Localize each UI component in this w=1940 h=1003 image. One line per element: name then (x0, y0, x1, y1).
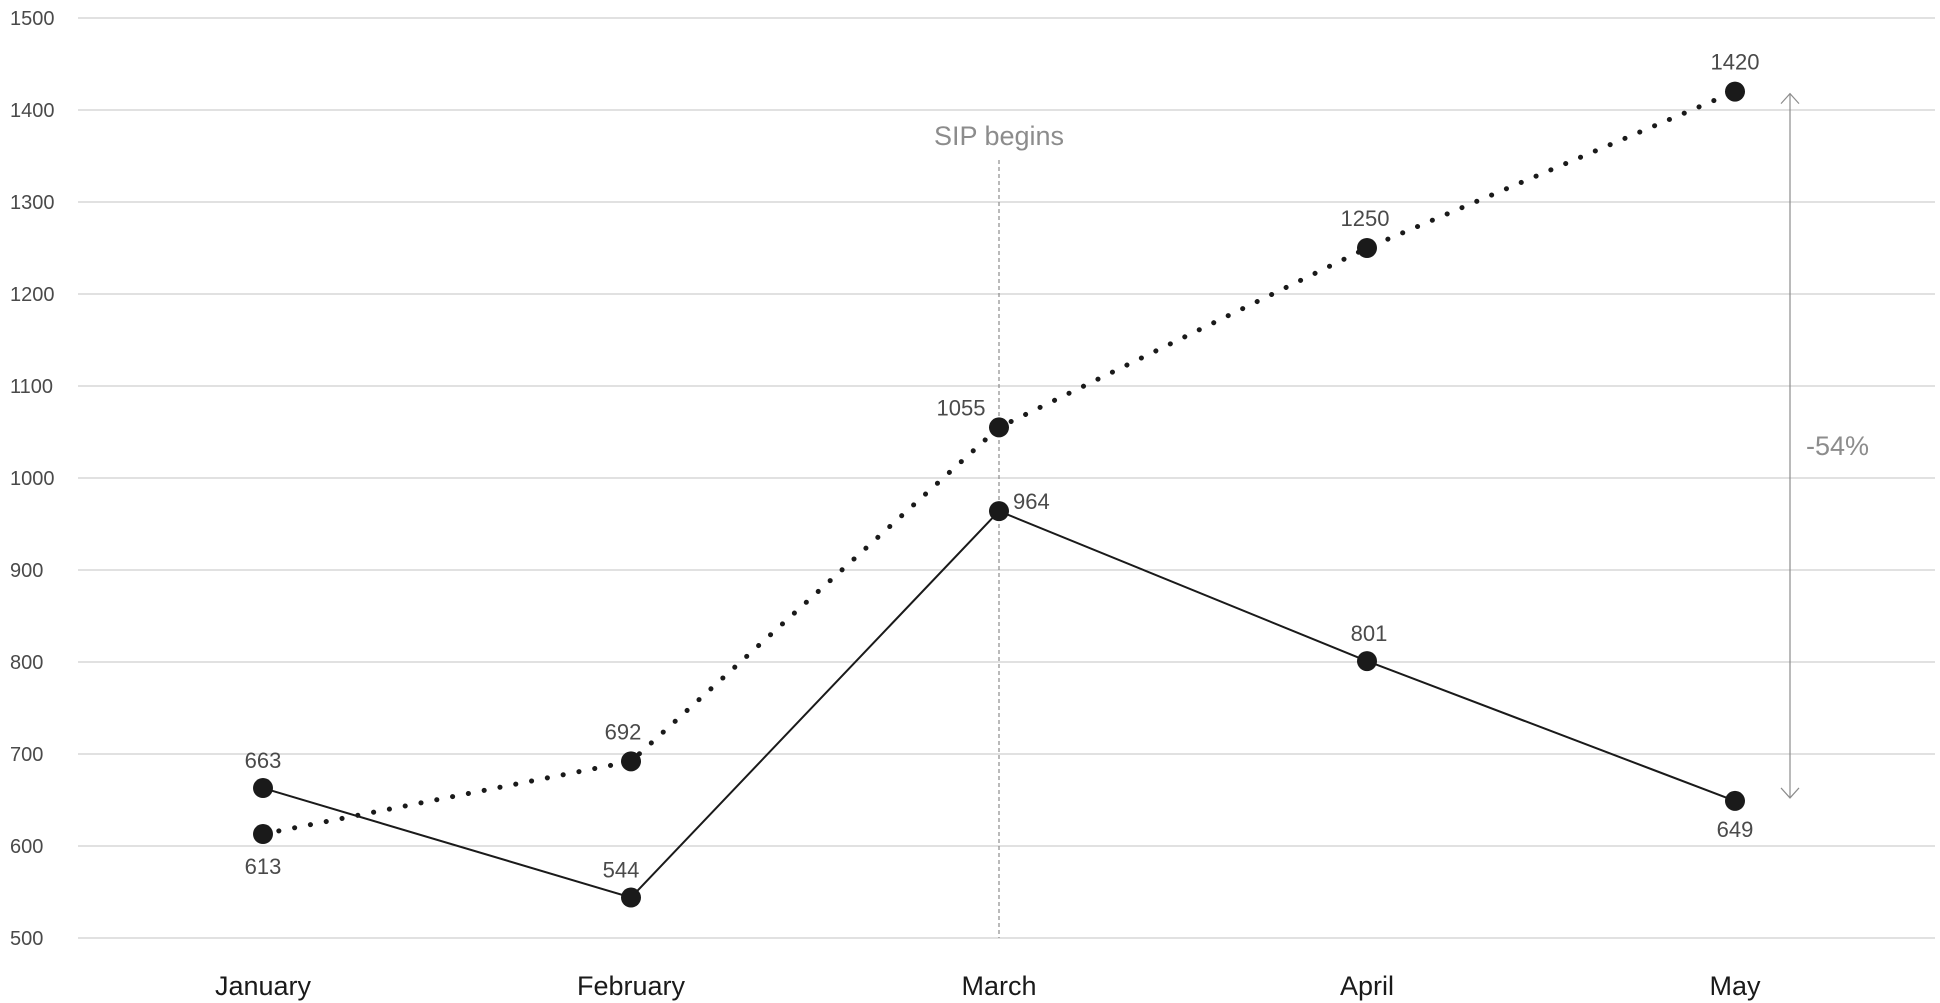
data-point-solid (989, 501, 1009, 522)
y-tick-label: 1000 (10, 468, 55, 490)
x-axis: January February March April May (215, 971, 1761, 1001)
x-tick-label: February (577, 971, 686, 1001)
x-tick-label: May (1709, 971, 1761, 1001)
data-point-solid (621, 887, 641, 908)
y-axis: 500 600 700 800 900 1000 1100 1200 1300 1400 1500 (10, 8, 55, 950)
data-point-dotted (621, 751, 641, 772)
x-tick-label: April (1340, 971, 1394, 1001)
data-label: 613 (245, 854, 282, 879)
data-point-dotted (1725, 81, 1745, 102)
y-tick-label: 700 (10, 744, 43, 766)
data-label: 801 (1351, 621, 1388, 646)
gap-arrow-head-bottom (1780, 787, 1800, 799)
data-label: 663 (245, 748, 282, 773)
data-label: 544 (603, 858, 640, 883)
data-point-dotted (1357, 238, 1377, 258)
series-lines (253, 81, 1745, 908)
y-tick-label: 1100 (10, 376, 53, 398)
gap-arrow-label: -54% (1806, 431, 1869, 461)
series-line-dotted (260, 89, 1738, 837)
data-point-solid (1725, 790, 1745, 811)
y-tick-label: 900 (10, 560, 43, 582)
data-label: 1420 (1711, 50, 1760, 75)
annotations: SIP begins -54% (934, 92, 1869, 938)
y-tick-label: 500 (10, 928, 43, 950)
event-marker-label: SIP begins (934, 121, 1064, 151)
y-tick-label: 1200 (10, 284, 55, 306)
data-label: 692 (605, 719, 642, 744)
data-point-dotted (253, 824, 273, 845)
y-tick-label: 1500 (10, 8, 55, 30)
data-label: 649 (1717, 817, 1754, 842)
x-tick-label: January (215, 971, 312, 1001)
y-tick-label: 800 (10, 652, 43, 674)
y-tick-label: 1300 (10, 192, 55, 214)
data-label: 964 (1013, 489, 1050, 514)
y-tick-label: 1400 (10, 100, 55, 122)
y-tick-label: 600 (10, 836, 43, 858)
gap-arrow-head-top (1780, 92, 1800, 105)
gridlines (78, 17, 1935, 939)
data-label: 1055 (937, 395, 986, 420)
data-point-solid (253, 778, 273, 799)
data-point-dotted (989, 417, 1009, 438)
data-labels: 613 692 1055 1250 1420 663 544 964 801 649 (245, 50, 1760, 883)
data-label: 1250 (1341, 206, 1390, 231)
data-point-solid (1357, 651, 1377, 672)
x-tick-label: March (961, 971, 1036, 1001)
